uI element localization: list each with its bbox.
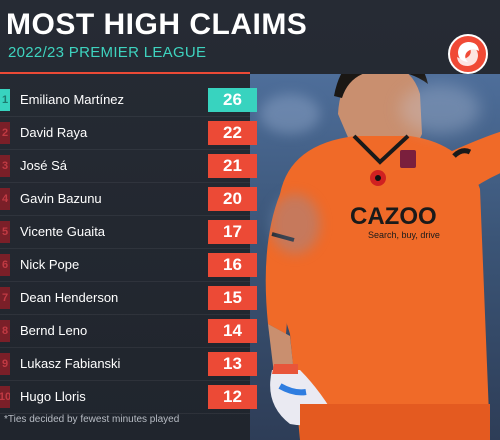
player-name: David Raya xyxy=(20,125,88,140)
rank-badge: 7 xyxy=(0,287,10,309)
player-name: Gavin Bazunu xyxy=(20,191,102,206)
claims-value: 14 xyxy=(208,319,257,343)
player-name: Nick Pope xyxy=(20,257,80,272)
player-name: Vicente Guaita xyxy=(20,224,106,239)
shirt-sponsor-subtext: Search, buy, drive xyxy=(368,230,440,240)
footnote: *Ties decided by fewest minutes played xyxy=(4,414,180,425)
claims-value: 22 xyxy=(208,121,257,145)
table-row: 8 Bernd Leno 14 xyxy=(0,315,257,348)
table-row: 1 Emiliano Martínez 26 xyxy=(0,84,257,117)
player-photo: CAZOO Search, buy, drive xyxy=(250,74,500,440)
table-row: 7 Dean Henderson 15 xyxy=(0,282,257,315)
rank-badge: 4 xyxy=(0,188,10,210)
rank-badge: 9 xyxy=(0,353,10,375)
claims-value: 21 xyxy=(208,154,257,178)
claims-value: 17 xyxy=(208,220,257,244)
player-name: Dean Henderson xyxy=(20,290,119,305)
rank-badge: 5 xyxy=(0,221,10,243)
table-row: 2 David Raya 22 xyxy=(0,117,257,150)
table-row: 6 Nick Pope 16 xyxy=(0,249,257,282)
player-name: José Sá xyxy=(20,158,67,173)
rank-badge: 3 xyxy=(0,155,10,177)
table-row: 10 Hugo Lloris 12 xyxy=(0,381,257,414)
rank-badge: 8 xyxy=(0,320,10,342)
brand-logo-icon xyxy=(448,34,488,74)
shirt-sponsor-text: CAZOO xyxy=(350,203,437,230)
rank-badge: 2 xyxy=(0,122,10,144)
header-divider xyxy=(0,72,250,74)
table-row: 9 Lukasz Fabianski 13 xyxy=(0,348,257,381)
rankings-table: 1 Emiliano Martínez 26 2 David Raya 22 3… xyxy=(0,84,257,414)
claims-value: 26 xyxy=(208,88,257,112)
table-row: 4 Gavin Bazunu 20 xyxy=(0,183,257,216)
goalkeeper-illustration: CAZOO Search, buy, drive xyxy=(265,74,500,440)
player-name: Hugo Lloris xyxy=(20,389,86,404)
rank-badge: 10 xyxy=(0,386,10,408)
player-name: Bernd Leno xyxy=(20,323,88,338)
rank-badge: 6 xyxy=(0,254,10,276)
page-title: MOST HIGH CLAIMS xyxy=(6,8,308,41)
claims-value: 16 xyxy=(208,253,257,277)
claims-value: 12 xyxy=(208,385,257,409)
rank-badge: 1 xyxy=(0,89,10,111)
table-row: 3 José Sá 21 xyxy=(0,150,257,183)
claims-value: 20 xyxy=(208,187,257,211)
player-name: Emiliano Martínez xyxy=(20,92,125,107)
page-subtitle: 2022/23 PREMIER LEAGUE xyxy=(8,44,207,61)
claims-value: 15 xyxy=(208,286,257,310)
player-name: Lukasz Fabianski xyxy=(20,356,121,371)
claims-value: 13 xyxy=(208,352,257,376)
table-row: 5 Vicente Guaita 17 xyxy=(0,216,257,249)
